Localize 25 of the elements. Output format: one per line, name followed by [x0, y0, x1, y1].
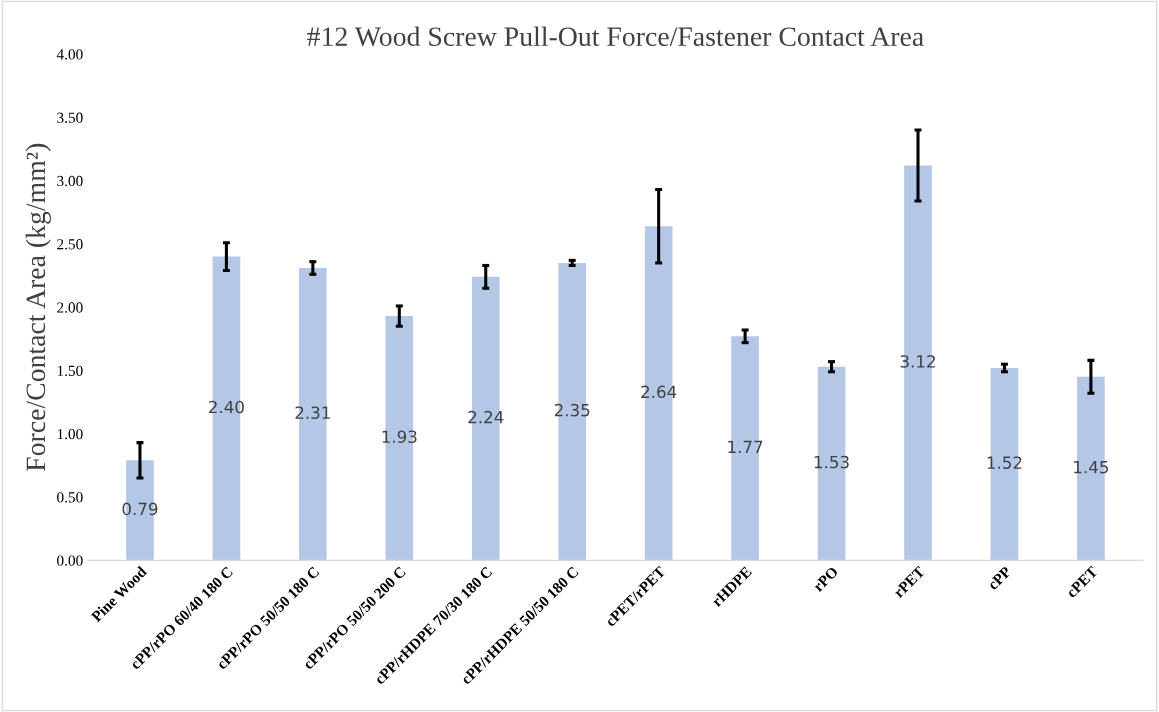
y-tick-label: 0.50 — [57, 492, 83, 503]
data-label: 1.93 — [382, 430, 417, 444]
data-label: 3.12 — [900, 355, 935, 368]
data-label: 0.79 — [122, 502, 158, 516]
data-label: 1.77 — [728, 440, 763, 453]
chart-title: #12 Wood Screw Pull-Out Force/Fastener Contact Area — [307, 26, 924, 47]
data-label: 2.64 — [641, 385, 677, 399]
data-label: 1.52 — [987, 456, 1022, 469]
y-axis-title: Force/Contact Area (kg/mm²) — [25, 143, 51, 472]
data-label: 1.45 — [1074, 461, 1108, 474]
data-label: 2.24 — [468, 410, 504, 424]
data-label: 2.40 — [209, 400, 244, 414]
y-tick-label: 2.50 — [57, 239, 83, 250]
y-tick-label: 1.00 — [57, 428, 83, 440]
data-label: 2.31 — [295, 406, 330, 420]
y-tick-label: 3.50 — [57, 112, 83, 123]
y-tick-label: 2.00 — [57, 302, 83, 313]
data-label: 2.35 — [554, 403, 590, 417]
y-tick-label: 4.00 — [56, 49, 83, 60]
y-tick-label: 0.00 — [57, 555, 83, 566]
y-tick-label: 1.50 — [57, 365, 83, 377]
x-tick-label: cPP — [987, 565, 1012, 591]
y-tick-label: 3.00 — [57, 175, 83, 187]
data-label: 1.53 — [814, 455, 849, 469]
x-tick-label: rPO — [812, 566, 839, 593]
